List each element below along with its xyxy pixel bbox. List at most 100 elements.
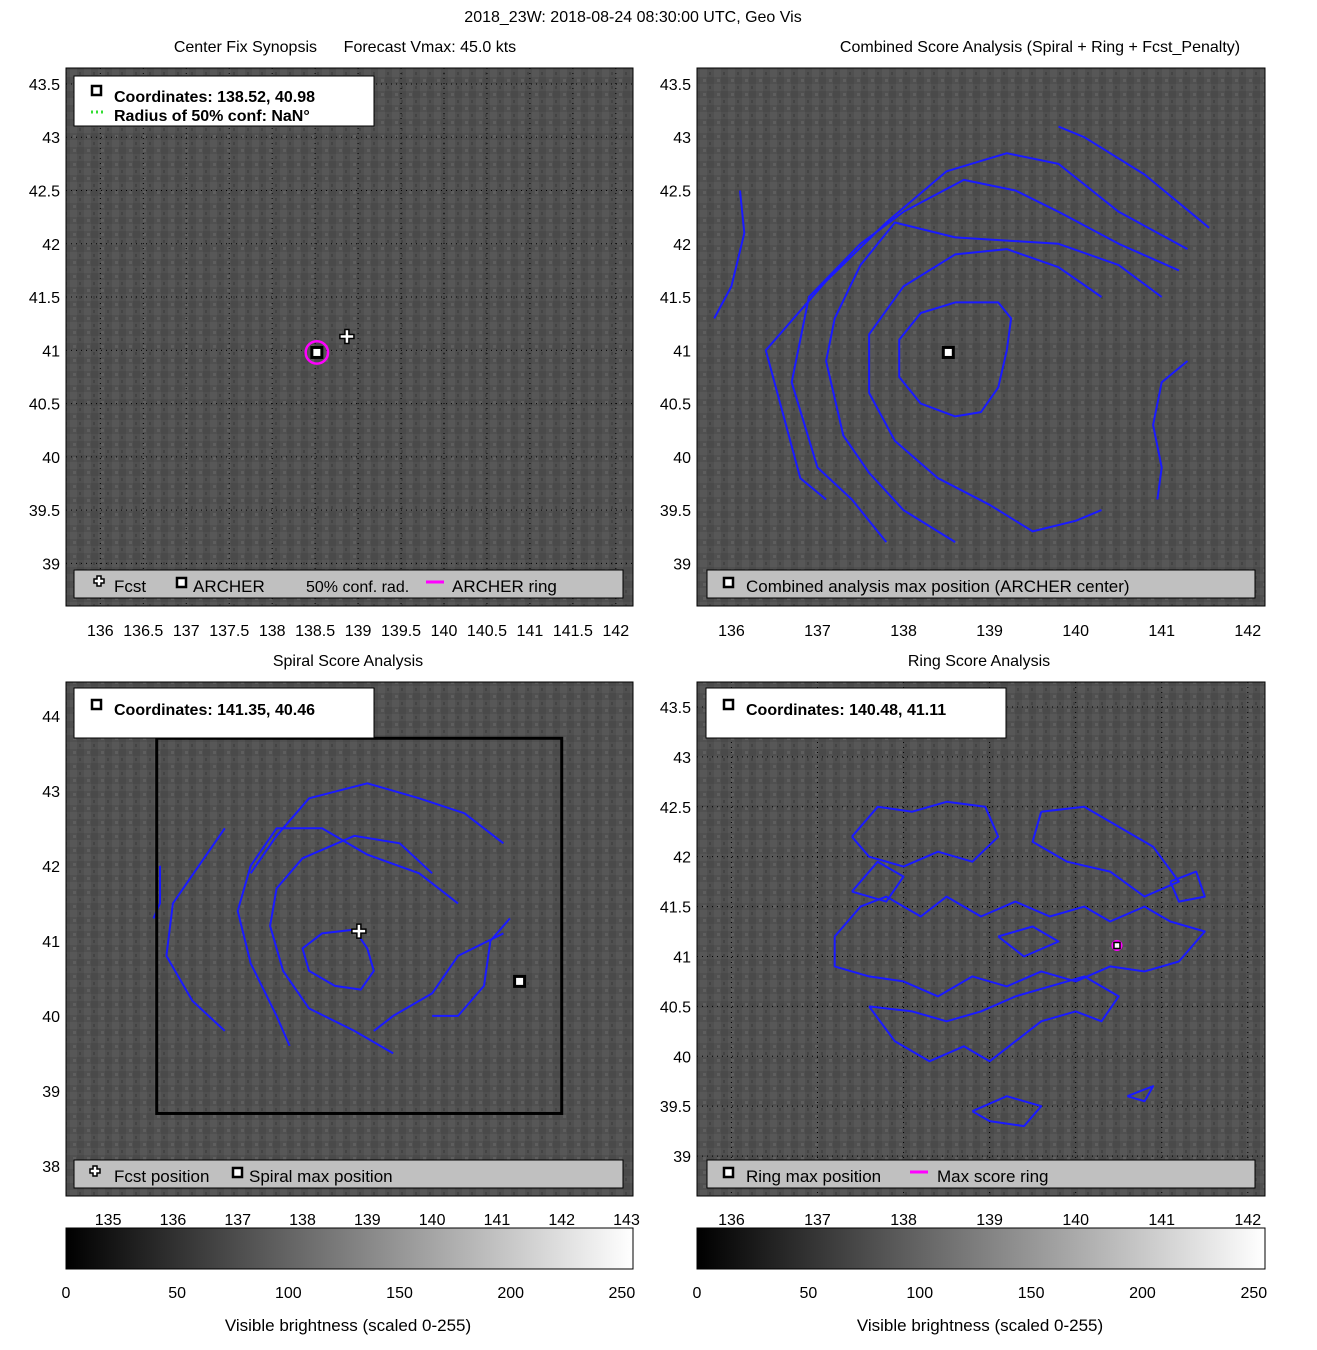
contour-line <box>432 917 511 1017</box>
legend-box <box>73 569 624 599</box>
square-icon <box>722 576 735 589</box>
y-tick-label: 39 <box>42 556 60 573</box>
satellite-image <box>65 681 634 1197</box>
x-tick-label: 135 <box>95 1212 122 1229</box>
square-marker <box>1113 941 1121 950</box>
y-tick-label: 40.5 <box>660 999 691 1016</box>
y-tick-label: 39.5 <box>660 1099 691 1116</box>
x-tick-label: 140 <box>431 623 458 640</box>
colorbar-tick-label: 50 <box>799 1285 817 1302</box>
y-tick-label: 38 <box>42 1159 60 1176</box>
contour-line <box>971 1095 1043 1128</box>
y-tick-label: 41 <box>42 934 60 951</box>
legend-label-ring-max: Ring max position <box>746 1167 881 1186</box>
colorbar-label: Visible brightness (scaled 0-255) <box>857 1316 1103 1335</box>
x-tick-label: 139.5 <box>381 623 421 640</box>
x-tick-label: 136 <box>718 1212 745 1229</box>
x-tick-label: 140 <box>419 1212 446 1229</box>
y-tick-label: 44 <box>42 709 60 726</box>
x-tick-label: 139 <box>976 1212 1003 1229</box>
y-tick-label: 41.5 <box>29 290 60 307</box>
legend-label-max-ring: Max score ring <box>937 1167 1048 1186</box>
contour-line <box>868 975 1120 1063</box>
x-tick-label: 137 <box>804 1212 831 1229</box>
info-coordinates: Coordinates: 138.52, 40.98 <box>114 89 315 106</box>
cross-marker <box>351 923 367 939</box>
legend-box <box>73 1159 624 1189</box>
legend-label-spiral: Spiral max position <box>249 1167 393 1186</box>
panel-spiral-score: Spiral Score Analysis 135 136 137 138 139 140… <box>42 653 640 1229</box>
legend-label-conf: 50% conf. rad. <box>306 579 409 596</box>
square-icon <box>722 1166 735 1179</box>
y-tick-label: 43 <box>673 750 691 767</box>
x-tick-label: 143 <box>613 1212 640 1229</box>
y-tick-label: 40 <box>42 450 60 467</box>
colorbar-tick-label: 250 <box>609 1285 636 1302</box>
contour-line <box>373 932 504 1032</box>
info-coordinates: Coordinates: 141.35, 40.46 <box>114 702 315 719</box>
legend-box <box>706 1159 1256 1189</box>
info-square-icon <box>722 698 735 711</box>
ring-marker <box>304 340 330 365</box>
colorbar-tick-label: 150 <box>386 1285 413 1302</box>
contour-line <box>997 925 1060 958</box>
contour-line <box>301 928 375 991</box>
y-tick-label: 43.5 <box>660 700 691 717</box>
x-tick-label: 137 <box>224 1212 251 1229</box>
y-tick-label: 41 <box>42 343 60 360</box>
square-marker <box>941 345 955 359</box>
colorbar-tick-label: 250 <box>1241 1285 1268 1302</box>
x-tick-label: 141.5 <box>553 623 593 640</box>
panel-title: Center Fix Synopsis Forecast Vmax: 45.0 … <box>174 39 516 56</box>
info-box <box>73 75 375 127</box>
x-tick-label: 140 <box>1062 1212 1089 1229</box>
x-tick-label: 139 <box>354 1212 381 1229</box>
panel-title: Combined Score Analysis (Spiral + Ring +… <box>840 39 1240 56</box>
square-icon <box>231 1166 244 1179</box>
contour-line <box>1058 125 1210 229</box>
x-tick-label: 139 <box>345 623 372 640</box>
contour-line <box>713 190 746 319</box>
contour-line <box>236 827 459 1047</box>
info-square-icon <box>90 84 103 97</box>
colorbar-gradient <box>65 1227 634 1270</box>
colorbar-tick-label: 0 <box>693 1285 702 1302</box>
y-tick-label: 39 <box>673 1149 691 1166</box>
panel-title: Spiral Score Analysis <box>273 653 423 670</box>
x-tick-label: 140 <box>1062 623 1089 640</box>
legend-label-combined: Combined analysis max position (ARCHER c… <box>746 577 1130 596</box>
contour-line <box>825 221 1163 543</box>
x-tick-label: 136 <box>160 1212 187 1229</box>
y-tick-label: 40 <box>673 450 691 467</box>
square-marker <box>310 345 324 359</box>
x-tick-label: 138 <box>890 1212 917 1229</box>
legend-label-fcst: Fcst position <box>114 1167 209 1186</box>
panel-combined-score: Combined Score Analysis (Spiral + Ring +… <box>660 39 1266 640</box>
y-tick-label: 40 <box>673 1049 691 1066</box>
x-tick-label: 138 <box>259 623 286 640</box>
info-square-icon <box>90 698 103 711</box>
colorbar-left: 0 50 100 150 200 250 Visible brightness (scal… <box>62 1227 636 1335</box>
y-tick-label: 43 <box>42 784 60 801</box>
legend-box <box>706 569 1256 599</box>
y-tick-label: 39 <box>42 1084 60 1101</box>
contour-line <box>764 152 1188 501</box>
legend-label-ring: ARCHER ring <box>452 577 557 596</box>
x-tick-label: 137 <box>804 623 831 640</box>
panel-ring-score: Ring Score Analysis 136 137 138 139 140 141 14… <box>660 653 1266 1229</box>
y-tick-label: 40 <box>42 1009 60 1026</box>
y-tick-label: 39.5 <box>660 503 691 520</box>
cross-icon <box>89 1165 101 1177</box>
contour-line <box>851 800 1000 868</box>
y-tick-label: 41.5 <box>660 290 691 307</box>
x-tick-label: 141 <box>484 1212 511 1229</box>
cross-icon <box>93 575 105 587</box>
x-tick-label: 141 <box>517 623 544 640</box>
y-tick-label: 42.5 <box>29 184 60 201</box>
legend-label-fcst: Fcst <box>114 577 146 596</box>
x-tick-label: 140.5 <box>467 623 507 640</box>
y-tick-label: 42 <box>673 850 691 867</box>
y-tick-label: 39.5 <box>29 503 60 520</box>
info-radius: Radius of 50% conf: NaN° <box>114 108 310 125</box>
info-box <box>705 687 1007 739</box>
